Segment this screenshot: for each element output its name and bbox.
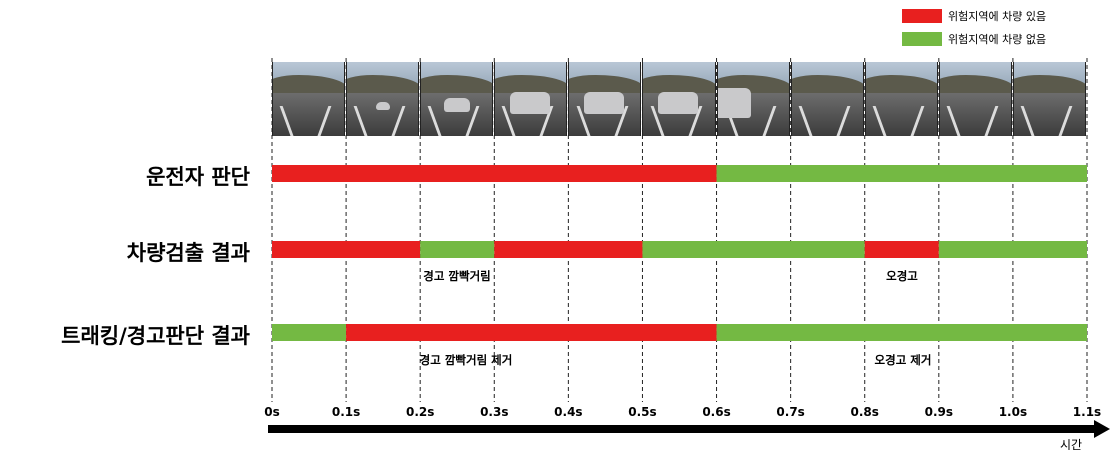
legend-swatch-red [902, 9, 942, 23]
video-frame [1012, 62, 1086, 136]
video-frame [642, 62, 716, 136]
timeline-segment [346, 324, 717, 341]
timeline-segment [494, 241, 643, 258]
video-frame [272, 62, 346, 136]
timeline-segment [420, 241, 495, 258]
tick-label: 0.1s [331, 405, 361, 419]
tick-label: 0.6s [702, 405, 731, 419]
car-shape [510, 92, 551, 114]
car-shape [376, 102, 391, 110]
tick-label: 0.4s [554, 405, 583, 419]
video-frame [568, 62, 642, 136]
car-shape [584, 92, 625, 114]
timeline-segment [272, 165, 717, 182]
car-shape [716, 88, 751, 118]
tick-label: 0.9s [924, 405, 954, 419]
annotation-detection-false-alarm: 오경고 [886, 269, 918, 283]
car-shape [658, 92, 699, 114]
tick-label: 1.1s [1072, 405, 1102, 419]
tick-label: 0.2s [405, 405, 435, 419]
row-label-tracking: 트래킹/경고판단 결과 [61, 324, 250, 348]
row-label-detection: 차량검출 결과 [126, 241, 250, 265]
timeline-segment [272, 324, 347, 341]
video-frame [938, 62, 1012, 136]
timeline-bars [272, 165, 1087, 341]
video-frame [420, 62, 494, 136]
timeline-segment [864, 241, 939, 258]
legend-swatch-green [902, 32, 942, 46]
video-frame [346, 62, 420, 136]
tick-label: 0.3s [480, 405, 509, 419]
x-axis-label: 시간 [1060, 438, 1083, 452]
time-axis-line [268, 425, 1098, 433]
annotation-tracking-blink-removed: 경고 깜빡거림 제거 [419, 353, 513, 367]
timeline-segment [716, 165, 1087, 182]
legend-label-vehicle-present: 위험지역에 차량 있음 [948, 10, 1047, 23]
timeline-segment [716, 324, 1087, 341]
gridlines [271, 58, 1088, 402]
tick-label: 1.0s [998, 405, 1028, 419]
timeline-segment [272, 241, 421, 258]
legend-item-vehicle-present: 위험지역에 차량 있음 [902, 8, 1046, 24]
annotation-detection-blink: 경고 깜빡거림 [423, 269, 491, 283]
video-frame [864, 62, 938, 136]
video-frame [716, 62, 790, 136]
timeline-segment [938, 241, 1087, 258]
tick-label: 0.5s [628, 405, 657, 419]
row-label-driver: 운전자 판단 [146, 165, 250, 189]
video-frame [790, 62, 864, 136]
time-axis [268, 420, 1110, 438]
annotation-tracking-false-alarm-removed: 오경고 제거 [874, 353, 932, 367]
legend-label-vehicle-absent: 위험지역에 차량 없음 [948, 33, 1047, 46]
timeline-segment [642, 241, 865, 258]
legend-item-vehicle-absent: 위험지역에 차량 없음 [902, 31, 1046, 47]
video-frame [494, 62, 568, 136]
tick-label: 0s [264, 405, 280, 419]
tick-label: 0.8s [850, 405, 879, 419]
time-axis-arrowhead [1094, 420, 1110, 438]
tick-label: 0.7s [776, 405, 805, 419]
car-shape [444, 98, 471, 112]
